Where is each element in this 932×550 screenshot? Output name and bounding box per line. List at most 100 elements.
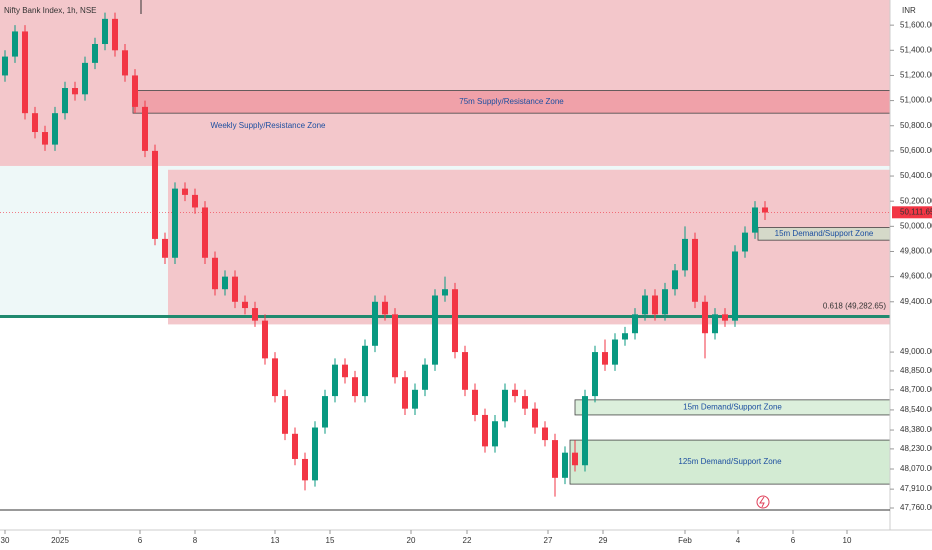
candle-body xyxy=(32,113,38,133)
x-tick-label: 6 xyxy=(791,536,796,545)
x-tick-label: 8 xyxy=(193,536,198,545)
zone-label: 75m Supply/Resistance Zone xyxy=(459,97,564,106)
candle-body xyxy=(392,314,398,378)
y-tick-label: 49,400.00 xyxy=(900,297,932,306)
candle-body xyxy=(142,106,148,151)
candle-body xyxy=(632,314,638,334)
x-tick-label: 6 xyxy=(138,536,143,545)
candle-body xyxy=(402,377,408,409)
candle-body xyxy=(602,352,608,365)
y-tick-label: 49,800.00 xyxy=(900,247,932,256)
candle-body xyxy=(132,75,138,107)
candle-body xyxy=(292,433,298,459)
candle-body xyxy=(362,345,368,397)
y-tick-label: 48,540.00 xyxy=(900,405,932,414)
candle-body xyxy=(452,289,458,353)
candle-body xyxy=(202,207,208,258)
annotation: Weekly Supply/Resistance Zone xyxy=(210,121,326,130)
x-tick-label: Feb xyxy=(678,536,692,545)
candle-body xyxy=(352,377,358,397)
candle-body xyxy=(152,150,158,239)
candle-body xyxy=(592,352,598,397)
candle-body xyxy=(342,364,348,378)
y-tick-label: 47,910.00 xyxy=(900,484,932,493)
candle-body xyxy=(522,396,528,409)
y-tick-label: 51,000.00 xyxy=(900,96,932,105)
zone-label: 15m Demand/Support Zone xyxy=(683,403,782,412)
candle-body xyxy=(222,276,228,290)
y-tick-label: 49,000.00 xyxy=(900,347,932,356)
x-tick-label: 20 xyxy=(407,536,416,545)
x-tick-label: 15 xyxy=(326,536,335,545)
last-price-label: 50,111.65 xyxy=(900,207,932,216)
candle-body xyxy=(422,364,428,390)
candle-body xyxy=(642,295,648,315)
candle-body xyxy=(62,88,68,114)
y-tick-label: 50,000.00 xyxy=(900,221,932,230)
plot: 75m Supply/Resistance Zone 15m Demand/Sup… xyxy=(0,0,891,497)
last-price-tag xyxy=(892,206,932,219)
candle-body xyxy=(212,257,218,290)
zone xyxy=(168,169,890,325)
y-tick-label: 51,200.00 xyxy=(900,71,932,80)
x-tick-label: 2025 xyxy=(51,536,69,545)
candle-body xyxy=(682,238,688,271)
candle-body xyxy=(92,44,98,63)
candle-body xyxy=(502,389,508,422)
candle-body xyxy=(512,389,518,397)
x-tick-label: 22 xyxy=(463,536,472,545)
candle-body xyxy=(112,18,118,51)
event-icon xyxy=(759,496,765,508)
candle-body xyxy=(322,396,328,428)
candle-body xyxy=(302,458,308,481)
candle-body xyxy=(482,414,488,447)
candle-body xyxy=(232,276,238,302)
candle-body xyxy=(562,452,568,478)
zone-label: 15m Demand/Support Zone xyxy=(775,229,874,238)
fib-label: 0.618 (49,282.65) xyxy=(823,302,886,311)
x-tick-label: 13 xyxy=(271,536,280,545)
candle-body xyxy=(622,333,628,340)
candle-body xyxy=(242,301,248,309)
y-tick-label: 50,400.00 xyxy=(900,171,932,180)
candle-body xyxy=(192,194,198,208)
x-tick-label: 30 xyxy=(1,536,10,545)
candle-body xyxy=(472,389,478,415)
candle-body xyxy=(312,427,318,481)
x-tick-label: 29 xyxy=(599,536,608,545)
candle-body xyxy=(552,440,558,478)
event-icon[interactable] xyxy=(756,495,770,509)
candle-body xyxy=(442,289,448,296)
y-tick-label: 50,200.00 xyxy=(900,196,932,205)
candle-body xyxy=(672,270,678,290)
candle-body xyxy=(712,314,718,334)
candle-body xyxy=(282,396,288,434)
candle-body xyxy=(742,232,748,252)
y-tick-label: 48,380.00 xyxy=(900,425,932,434)
candle-body xyxy=(82,62,88,95)
candle-body xyxy=(372,301,378,346)
candle-body xyxy=(42,132,48,145)
candle-body xyxy=(532,408,538,428)
candle-body xyxy=(172,188,178,258)
candle-body xyxy=(692,238,698,302)
zone xyxy=(569,439,891,485)
chart-title: Nifty Bank Index, 1h, NSE xyxy=(4,6,97,15)
candle-body xyxy=(162,238,168,258)
candle-body xyxy=(332,364,338,397)
y-tick-label: 51,400.00 xyxy=(900,45,932,54)
candle-body xyxy=(582,396,588,466)
candle-body xyxy=(432,295,438,365)
candle-body xyxy=(462,352,468,390)
y-tick-label: 51,600.00 xyxy=(900,20,932,29)
candle-body xyxy=(122,50,128,76)
y-tick-label: 50,600.00 xyxy=(900,146,932,155)
candle-body xyxy=(182,188,188,195)
candle-body xyxy=(72,88,78,95)
candle-body xyxy=(722,314,728,321)
x-tick-label: 27 xyxy=(544,536,553,545)
candle-body xyxy=(272,358,278,397)
y-tick-label: 48,700.00 xyxy=(900,385,932,394)
y-tick-label: 47,760.00 xyxy=(900,503,932,512)
